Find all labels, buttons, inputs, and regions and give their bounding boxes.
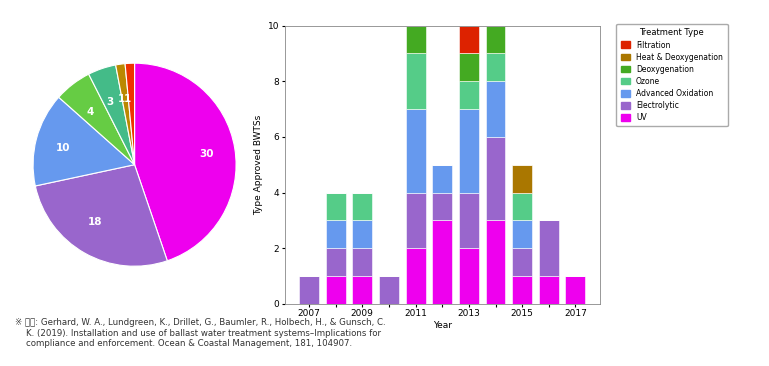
Bar	[405, 26, 425, 53]
Text: 4: 4	[87, 108, 95, 117]
Text: 30: 30	[200, 149, 215, 159]
Bar	[299, 276, 319, 304]
Bar	[485, 81, 505, 137]
Bar	[459, 53, 479, 81]
Bar	[325, 248, 345, 276]
Bar	[512, 248, 532, 276]
Bar	[539, 276, 559, 304]
Bar	[379, 276, 399, 304]
X-axis label: Year: Year	[433, 321, 451, 330]
Legend: Filtration, Heat & Deoxygenation, Deoxygenation, Ozone, Advanced Oxidation, Elec: Filtration, Heat & Deoxygenation, Deoxyg…	[616, 24, 727, 126]
Bar	[352, 276, 372, 304]
Bar	[565, 276, 585, 304]
Bar	[325, 193, 345, 220]
Bar	[459, 109, 479, 193]
Bar	[512, 193, 532, 220]
Bar	[512, 220, 532, 248]
Text: 10: 10	[56, 143, 71, 153]
Bar	[512, 276, 532, 304]
Bar	[325, 276, 345, 304]
Wedge shape	[58, 74, 135, 165]
Wedge shape	[35, 165, 168, 266]
Y-axis label: Type Approved BWTSs: Type Approved BWTSs	[255, 115, 263, 215]
Bar	[432, 165, 452, 193]
Bar	[405, 53, 425, 109]
Bar	[432, 220, 452, 304]
Text: ※ 자료: Gerhard, W. A., Lundgreen, K., Drillet, G., Baumler, R., Holbech, H., & Gu: ※ 자료: Gerhard, W. A., Lundgreen, K., Dri…	[15, 318, 386, 348]
Bar	[325, 220, 345, 248]
Bar	[485, 53, 505, 81]
Bar	[459, 193, 479, 248]
Bar	[485, 220, 505, 304]
Bar	[512, 165, 532, 193]
Text: 1: 1	[125, 94, 131, 104]
Wedge shape	[135, 63, 236, 261]
Bar	[432, 193, 452, 220]
Bar	[539, 220, 559, 276]
Text: 18: 18	[88, 217, 102, 227]
Bar	[485, 137, 505, 220]
Bar	[405, 109, 425, 193]
Bar	[459, 248, 479, 304]
Text: 3: 3	[106, 97, 113, 107]
Bar	[352, 193, 372, 220]
Wedge shape	[115, 64, 135, 165]
Text: 1: 1	[118, 94, 125, 104]
Bar	[352, 248, 372, 276]
Bar	[459, 26, 479, 53]
Bar	[352, 220, 372, 248]
Bar	[485, 26, 505, 53]
Wedge shape	[125, 63, 135, 165]
Bar	[459, 81, 479, 109]
Bar	[405, 193, 425, 248]
Bar	[405, 248, 425, 304]
Wedge shape	[88, 65, 135, 165]
Wedge shape	[33, 97, 135, 186]
